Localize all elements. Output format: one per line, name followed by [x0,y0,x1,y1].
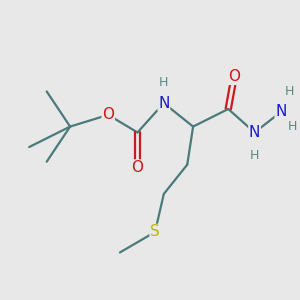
Text: O: O [102,107,114,122]
Text: O: O [131,160,143,175]
Text: N: N [158,96,169,111]
Text: O: O [228,69,240,84]
Text: H: H [288,120,297,133]
Text: S: S [150,224,160,239]
Text: N: N [249,125,260,140]
Text: H: H [250,149,259,162]
Text: H: H [159,76,169,89]
Text: H: H [285,85,294,98]
Text: N: N [275,104,286,119]
